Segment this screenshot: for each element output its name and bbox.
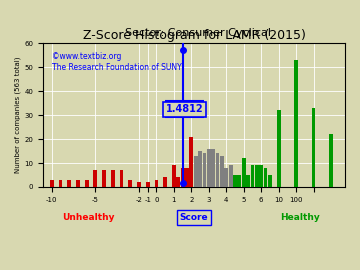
Bar <box>85 180 89 187</box>
Bar <box>129 180 132 187</box>
Bar <box>194 156 198 187</box>
Bar <box>233 175 237 187</box>
Bar <box>76 180 80 187</box>
Bar <box>216 153 220 187</box>
Bar <box>163 177 167 187</box>
Bar <box>268 175 272 187</box>
Bar <box>246 175 250 187</box>
Bar <box>50 180 54 187</box>
Text: The Research Foundation of SUNY: The Research Foundation of SUNY <box>52 63 182 72</box>
Text: Unhealthy: Unhealthy <box>62 213 114 222</box>
Y-axis label: Number of companies (563 total): Number of companies (563 total) <box>15 57 22 173</box>
Bar <box>259 166 263 187</box>
Bar <box>203 153 206 187</box>
Title: Z-Score Histogram for LAMR (2015): Z-Score Histogram for LAMR (2015) <box>82 29 305 42</box>
Bar <box>242 158 246 187</box>
Bar <box>67 180 71 187</box>
Bar <box>146 182 150 187</box>
Bar <box>198 151 202 187</box>
Bar <box>176 177 180 187</box>
Bar <box>137 182 141 187</box>
Bar <box>111 170 115 187</box>
Bar <box>264 168 267 187</box>
Bar <box>255 166 259 187</box>
Bar <box>94 170 97 187</box>
Text: 1.4812: 1.4812 <box>166 104 203 114</box>
Bar <box>224 168 228 187</box>
Bar <box>211 149 215 187</box>
Bar <box>189 137 193 187</box>
Bar <box>120 170 123 187</box>
Bar <box>329 134 333 187</box>
Bar <box>294 60 298 187</box>
Text: Sector: Consumer Cyclical: Sector: Consumer Cyclical <box>125 28 271 38</box>
Bar <box>172 166 176 187</box>
Bar <box>59 180 62 187</box>
Text: Healthy: Healthy <box>280 213 320 222</box>
Bar <box>154 180 158 187</box>
Bar <box>251 166 255 187</box>
Bar <box>238 175 241 187</box>
Bar <box>207 149 211 187</box>
Bar <box>181 168 185 187</box>
Bar <box>185 168 189 187</box>
Bar <box>229 166 233 187</box>
Text: Score: Score <box>180 213 208 222</box>
Bar <box>220 156 224 187</box>
Bar <box>277 110 280 187</box>
Text: ©www.textbiz.org: ©www.textbiz.org <box>52 52 121 61</box>
Bar <box>102 170 106 187</box>
Bar <box>312 108 315 187</box>
